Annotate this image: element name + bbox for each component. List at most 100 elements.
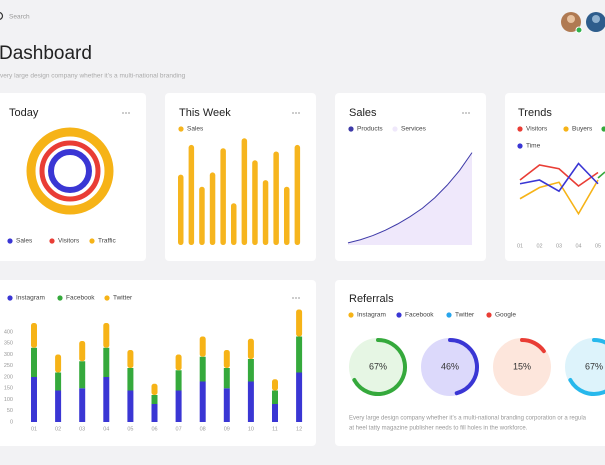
bar-segment xyxy=(31,323,37,348)
bar-segment xyxy=(296,336,303,373)
bar-segment xyxy=(79,388,86,422)
search-input[interactable]: Search xyxy=(9,14,30,21)
bar-segment xyxy=(272,379,278,391)
ring xyxy=(26,127,114,215)
legend-swatch xyxy=(517,143,523,149)
legend-swatch xyxy=(178,126,184,132)
search-icon[interactable] xyxy=(0,12,4,20)
menu-icon[interactable] xyxy=(122,112,130,114)
x-tick-label: 02 xyxy=(55,426,61,432)
y-tick-label: 300 xyxy=(4,352,13,358)
status-dot xyxy=(575,26,583,34)
bar-segment xyxy=(175,354,182,371)
bar-segment xyxy=(151,404,158,422)
bar-segment xyxy=(272,404,278,422)
donut-arc xyxy=(448,338,479,396)
bar-segment xyxy=(199,336,206,357)
legend-label: Twitter xyxy=(455,312,475,319)
bar-segment xyxy=(151,395,158,404)
donut-label: 67% xyxy=(369,361,387,371)
bar-segment xyxy=(103,323,110,348)
legend-label: Products xyxy=(357,126,383,133)
legend-label: Traffic xyxy=(98,238,116,245)
bar-segment xyxy=(223,368,230,389)
line xyxy=(519,162,599,193)
card-title: Today xyxy=(9,107,39,119)
bar xyxy=(209,172,216,245)
legend-label: Twitter xyxy=(113,295,133,302)
legend-swatch xyxy=(7,295,13,301)
menu-icon[interactable] xyxy=(462,112,470,114)
bar-segment xyxy=(55,372,62,391)
bar xyxy=(231,203,237,245)
bar-segment xyxy=(55,390,62,422)
line xyxy=(347,152,473,244)
page-subtitle: very large design company whether it’s a… xyxy=(0,73,186,80)
menu-icon[interactable] xyxy=(292,297,300,299)
legend-label: Visitors xyxy=(526,126,548,133)
x-tick-label: 12 xyxy=(296,426,302,432)
y-tick-label: 0 xyxy=(10,419,13,425)
bar xyxy=(273,151,279,245)
donut-arc xyxy=(352,338,407,396)
legend-swatch xyxy=(57,295,63,301)
bar xyxy=(284,186,290,245)
bar-segment xyxy=(199,356,206,382)
bar-segment xyxy=(175,390,182,422)
legend-swatch xyxy=(486,312,492,318)
legend-swatch xyxy=(392,126,398,132)
bar-segment xyxy=(296,372,303,422)
x-tick-label: 04 xyxy=(103,426,109,432)
y-tick-label: 350 xyxy=(4,341,13,347)
donut-label: 15% xyxy=(513,361,531,371)
area xyxy=(348,152,472,245)
page-title: Dashboard xyxy=(0,43,92,64)
legend-swatch xyxy=(563,126,569,132)
ring xyxy=(39,140,101,202)
legend-swatch xyxy=(348,312,354,318)
bar-segment xyxy=(247,381,254,422)
legend-swatch xyxy=(7,238,13,244)
bar-segment xyxy=(223,388,230,422)
legend-swatch xyxy=(89,238,95,244)
legend-swatch xyxy=(517,126,523,132)
card-title: Sales xyxy=(349,107,377,119)
bar-segment xyxy=(127,350,134,368)
trend-line-fragment xyxy=(597,171,605,179)
legend-label: Sales xyxy=(187,126,204,133)
legend-swatch xyxy=(49,238,55,244)
x-tick-label: 03 xyxy=(79,426,85,432)
card-note: at heel tatty magazine publisher needs t… xyxy=(349,426,528,432)
y-tick-label: 400 xyxy=(4,329,13,335)
legend-swatch xyxy=(396,312,402,318)
bar-segment xyxy=(247,359,254,382)
x-tick-label: 08 xyxy=(200,426,206,432)
legend-label: Facebook xyxy=(405,312,434,319)
y-tick-label: 250 xyxy=(4,363,13,369)
legend-label: Instagram xyxy=(357,312,386,319)
line xyxy=(519,164,599,188)
bar xyxy=(199,186,205,245)
legend-label: Visitors xyxy=(58,238,80,245)
bar-segment xyxy=(247,338,254,359)
card-title: Referrals xyxy=(349,293,394,305)
x-tick-label: 10 xyxy=(248,426,254,432)
bar-segment xyxy=(127,368,134,391)
x-tick-label: 06 xyxy=(151,426,157,432)
menu-icon[interactable] xyxy=(292,112,300,114)
x-tick-label: 04 xyxy=(575,243,581,249)
x-tick-label: 05 xyxy=(595,243,601,249)
bar-segment xyxy=(151,383,158,395)
donut-label: 67% xyxy=(585,361,603,371)
legend-label: Sales xyxy=(16,238,33,245)
bar-segment xyxy=(55,354,62,373)
legend-swatch xyxy=(601,126,605,132)
x-tick-label: 09 xyxy=(224,426,230,432)
bar-segment xyxy=(31,347,37,377)
bar-segment xyxy=(223,350,230,368)
bar-segment xyxy=(79,361,86,389)
card xyxy=(0,93,146,261)
bar-segment xyxy=(127,390,134,422)
card xyxy=(505,93,605,261)
